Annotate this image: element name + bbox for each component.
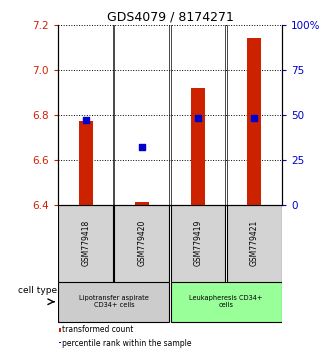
Text: percentile rank within the sample: percentile rank within the sample <box>62 339 191 348</box>
Title: GDS4079 / 8174271: GDS4079 / 8174271 <box>107 11 233 24</box>
Text: transformed count: transformed count <box>62 325 133 334</box>
Bar <box>227 205 281 282</box>
Point <box>195 115 201 121</box>
Bar <box>171 282 281 322</box>
Bar <box>79 121 93 205</box>
Point <box>83 117 88 123</box>
Text: GSM779421: GSM779421 <box>249 220 259 266</box>
Bar <box>135 202 149 205</box>
Bar <box>59 342 61 345</box>
Bar <box>171 205 225 282</box>
Point <box>251 115 257 121</box>
Bar <box>59 328 61 332</box>
Point <box>139 144 145 150</box>
Text: Lipotransfer aspirate
CD34+ cells: Lipotransfer aspirate CD34+ cells <box>79 295 149 308</box>
Bar <box>247 38 261 205</box>
Text: GSM779418: GSM779418 <box>81 220 90 266</box>
Text: Leukapheresis CD34+
cells: Leukapheresis CD34+ cells <box>189 295 263 308</box>
Bar <box>58 282 169 322</box>
Bar <box>191 88 205 205</box>
Text: GSM779420: GSM779420 <box>137 220 147 266</box>
Text: cell type: cell type <box>18 286 57 295</box>
Bar <box>58 205 113 282</box>
Text: GSM779419: GSM779419 <box>193 220 203 266</box>
Bar <box>115 205 169 282</box>
